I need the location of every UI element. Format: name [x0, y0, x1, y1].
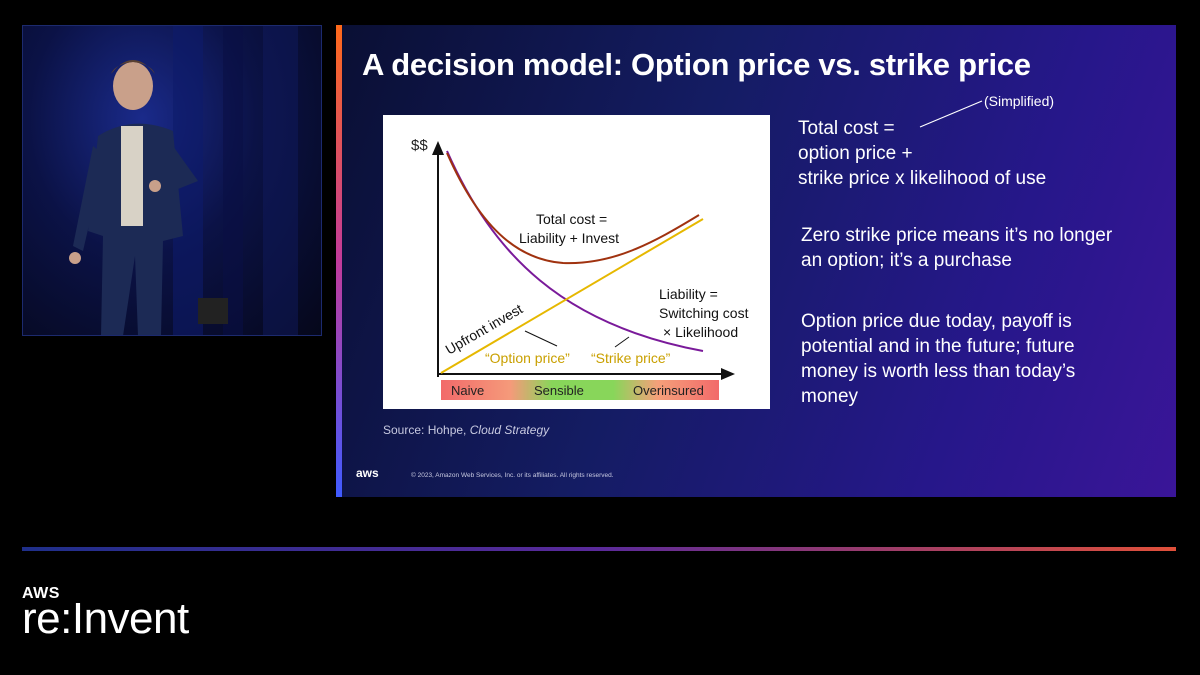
liability-label-3: × Likelihood — [663, 324, 738, 340]
option-due-line-3: money is worth less than today’s — [801, 361, 1076, 382]
slide-title: A decision model: Option price vs. strik… — [362, 47, 1031, 82]
slide-accent-bar — [336, 25, 342, 497]
reinvent-brand: AWS re:Invent — [22, 585, 189, 641]
total-cost-line-2: option price + — [798, 143, 913, 164]
x-axis-arrow — [721, 368, 735, 380]
total-cost-line-3: strike price x likelihood of use — [798, 168, 1047, 189]
option-price-label: “Option price” — [485, 350, 570, 366]
zone-overinsured: Overinsured — [633, 383, 704, 398]
option-due-line-1: Option price due today, payoff is — [801, 311, 1072, 332]
option-price-pointer — [524, 330, 558, 347]
bottom-gradient-bar — [22, 547, 1176, 551]
brand-reinvent: re:Invent — [22, 594, 189, 643]
strike-price-pointer — [614, 336, 630, 348]
decision-model-chart: Naive Sensible Overinsured $$ Total cost… — [383, 115, 770, 409]
liability-label-2: Switching cost — [659, 305, 749, 321]
liability-label-1: Liability = — [659, 286, 718, 302]
zone-bar — [441, 380, 719, 400]
upfront-invest-line — [440, 218, 704, 374]
option-price-due-point: Option price due today, payoff is potent… — [801, 309, 1161, 409]
zero-strike-line-2: an option; it’s a purchase — [801, 250, 1012, 271]
aws-logo: aws — [356, 466, 379, 480]
source-prefix: Source: Hohpe, — [383, 423, 467, 437]
total-cost-formula: Total cost = option price + strike price… — [798, 116, 1158, 191]
brand-aws: AWS — [22, 585, 60, 602]
zero-strike-line-1: Zero strike price means it’s no longer — [801, 225, 1113, 246]
presentation-slide: A decision model: Option price vs. strik… — [336, 25, 1176, 497]
zero-strike-point: Zero strike price means it’s no longer a… — [801, 223, 1161, 273]
y-axis-arrow — [432, 141, 444, 155]
copyright-notice: © 2023, Amazon Web Services, Inc. or its… — [411, 472, 614, 479]
total-cost-curve — [446, 152, 700, 265]
total-cost-label-2: Liability + Invest — [519, 230, 619, 246]
zone-naive: Naive — [451, 383, 484, 398]
total-cost-line-1: Total cost = — [798, 118, 895, 139]
strike-price-label: “Strike price” — [591, 350, 671, 366]
total-cost-label-1: Total cost = — [536, 211, 607, 227]
option-due-line-4: money — [801, 386, 859, 407]
simplified-annotation: (Simplified) — [984, 93, 1055, 109]
annotation-pointer — [919, 100, 983, 128]
zone-sensible: Sensible — [534, 383, 584, 398]
y-axis-label: $$ — [411, 137, 428, 154]
source-citation: Source: Hohpe, Cloud Strategy — [383, 423, 549, 437]
source-title: Cloud Strategy — [469, 423, 550, 437]
option-due-line-2: potential and in the future; future — [801, 336, 1075, 357]
speaker-video — [22, 25, 322, 336]
